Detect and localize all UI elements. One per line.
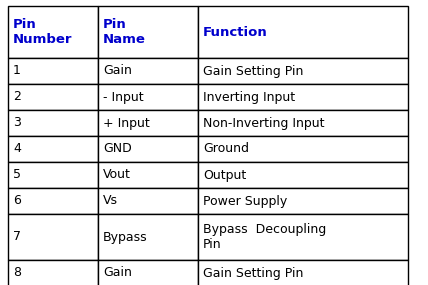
Text: Pin
Number: Pin Number [13, 18, 72, 46]
Bar [198, 136, 408, 162]
Text: Function: Function [203, 25, 268, 38]
Bar [8, 136, 98, 162]
Bar [8, 110, 98, 136]
Text: 3: 3 [13, 117, 21, 129]
Bar [198, 84, 408, 110]
Text: Pin
Name: Pin Name [103, 18, 146, 46]
Bar [98, 214, 198, 260]
Text: 1: 1 [13, 64, 21, 78]
Text: Gain Setting Pin: Gain Setting Pin [203, 64, 303, 78]
Bar [198, 6, 408, 58]
Bar [8, 188, 98, 214]
Bar [198, 58, 408, 84]
Text: Ground: Ground [203, 142, 249, 156]
Text: Vs: Vs [103, 194, 118, 207]
Text: Gain: Gain [103, 64, 132, 78]
Bar [98, 110, 198, 136]
Bar [8, 214, 98, 260]
Bar [98, 6, 198, 58]
Bar [198, 188, 408, 214]
Text: 4: 4 [13, 142, 21, 156]
Text: Gain Setting Pin: Gain Setting Pin [203, 266, 303, 280]
Text: 8: 8 [13, 266, 21, 280]
Text: Inverting Input: Inverting Input [203, 91, 295, 103]
Text: - Input: - Input [103, 91, 144, 103]
Bar [8, 58, 98, 84]
Bar [98, 188, 198, 214]
Text: 7: 7 [13, 231, 21, 243]
Text: Vout: Vout [103, 168, 131, 182]
Bar [8, 6, 98, 58]
Text: Power Supply: Power Supply [203, 194, 287, 207]
Bar [98, 260, 198, 285]
Bar [98, 58, 198, 84]
Bar [98, 84, 198, 110]
Text: 2: 2 [13, 91, 21, 103]
Bar [8, 260, 98, 285]
Text: 6: 6 [13, 194, 21, 207]
Text: Bypass: Bypass [103, 231, 148, 243]
Bar [198, 162, 408, 188]
Bar [98, 136, 198, 162]
Text: Gain: Gain [103, 266, 132, 280]
Text: GND: GND [103, 142, 132, 156]
Text: 5: 5 [13, 168, 21, 182]
Bar [8, 162, 98, 188]
Bar [198, 260, 408, 285]
Bar [8, 84, 98, 110]
Text: + Input: + Input [103, 117, 150, 129]
Text: Non-Inverting Input: Non-Inverting Input [203, 117, 324, 129]
Bar [198, 214, 408, 260]
Text: Bypass  Decoupling
Pin: Bypass Decoupling Pin [203, 223, 326, 251]
Text: Output: Output [203, 168, 246, 182]
Bar [198, 110, 408, 136]
Bar [98, 162, 198, 188]
